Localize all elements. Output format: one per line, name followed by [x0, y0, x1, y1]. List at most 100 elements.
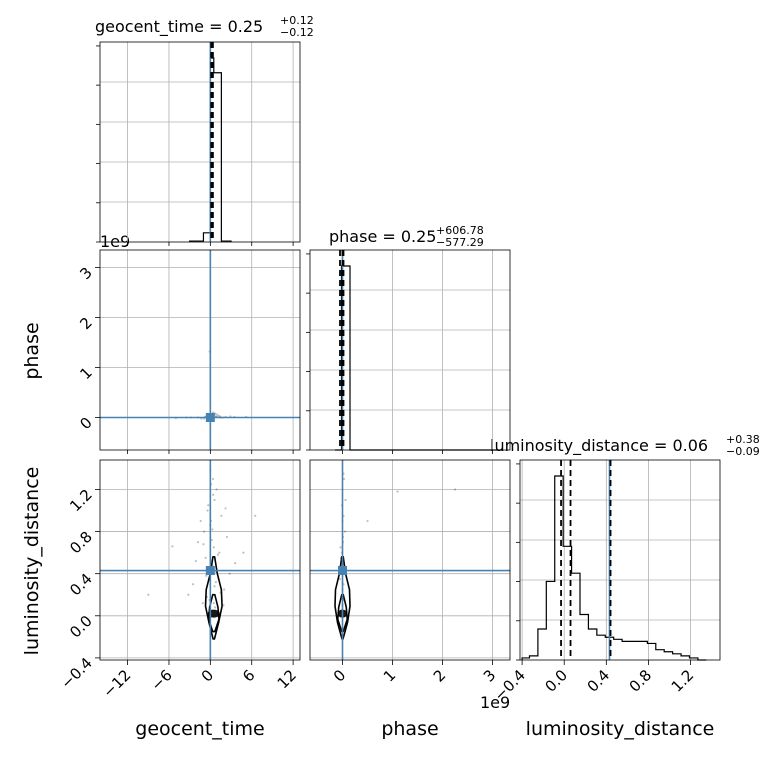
xlabel-phase: phase [381, 718, 438, 740]
x-tick-label: 6 [239, 666, 258, 685]
scatter-point [211, 528, 214, 531]
y-tick-label: 1 [76, 364, 95, 383]
x-tick-label: 3 [480, 666, 499, 685]
scatter-point [344, 498, 347, 502]
hist-frame [309, 249, 511, 451]
x-tick-label: −6 [147, 666, 175, 694]
y-tick-label: 0.8 [66, 528, 96, 558]
scatter-point [225, 535, 228, 538]
hist-frame [519, 459, 721, 661]
title-phase-sub: −577.29 [436, 236, 484, 249]
phase-y-offset-label: 1e9 [100, 232, 130, 251]
ylabel-phase: phase [21, 322, 43, 379]
scatter-point [216, 553, 220, 556]
scatter-point [339, 546, 342, 549]
xlabel-geocent-time: geocent_time [135, 718, 264, 740]
scatter-point [199, 519, 202, 523]
scatter-point [187, 593, 190, 596]
hist-frame [99, 41, 301, 243]
title-phase: phase = 0.25 +606.78 −577.29 [329, 224, 484, 249]
scatter-point [212, 477, 215, 481]
scatter-point [220, 514, 223, 517]
scatter-point [223, 588, 226, 591]
scatter-point [343, 530, 347, 533]
histogram-step [335, 265, 503, 451]
scatter-point [216, 413, 219, 416]
scatter-point [342, 477, 346, 481]
scatter-frame [99, 459, 301, 661]
scatter-point [171, 545, 174, 548]
hist-panel-phase [306, 250, 510, 451]
truth-marker [205, 413, 215, 422]
scatter-point [206, 509, 209, 512]
title-phase-main: phase = 0.25 [329, 227, 436, 246]
x-tick-label: 2 [430, 666, 449, 685]
phase-x-offset-label: 1e9 [480, 693, 510, 712]
y-tick-label: −0.4 [57, 654, 95, 692]
scatter-frame [309, 459, 511, 661]
scatter-point [215, 488, 218, 491]
scatter-point [218, 551, 221, 554]
title-luminosity-distance-sub: −0.09 [726, 445, 760, 458]
y-tick-label: 0.0 [66, 612, 96, 642]
scatter-point [196, 541, 200, 544]
y-tick-label: 3 [76, 264, 95, 283]
scatter-point [228, 572, 231, 575]
scatter-point [217, 414, 220, 418]
x-tick-label: 0.8 [626, 666, 656, 696]
scatter-point [222, 604, 225, 607]
scatter-panel-geocent-time-vs-luminosity-distance [100, 460, 300, 660]
y-tick-label: 0 [76, 414, 95, 433]
x-tick-label: −12 [99, 666, 134, 701]
x-tick-label: 12 [274, 666, 300, 692]
scatter-point [254, 514, 257, 517]
scatter-point [214, 606, 217, 609]
title-luminosity-distance-sup: +0.38 [726, 433, 760, 446]
title-geocent-time: geocent_time = 0.25 +0.12 −0.12 [95, 14, 314, 39]
scatter-point [202, 543, 205, 546]
scatter-point [453, 488, 457, 491]
truth-marker [338, 566, 347, 576]
xlabel-luminosity-distance: luminosity_distance [526, 718, 715, 740]
y-tick-label: 1.2 [66, 486, 96, 516]
hist-panel-geocent-time [96, 42, 300, 243]
title-geocent-time-sup: +0.12 [280, 14, 314, 27]
title-luminosity-distance: luminosity_distance = 0.06 +0.38 −0.09 [490, 433, 760, 458]
x-tick-label: 0.4 [584, 666, 614, 696]
scatter-point [147, 593, 150, 596]
scatter-point [201, 602, 204, 605]
scatter-point [242, 551, 245, 554]
x-tick-label: 1 [380, 666, 399, 685]
scatter-panel-phase-vs-luminosity-distance [310, 460, 510, 660]
y-tick-label: 0.4 [66, 570, 96, 600]
scatter-point [212, 546, 215, 549]
scatter-point [213, 498, 216, 502]
truth-marker [205, 566, 215, 576]
scatter-point [205, 574, 208, 577]
y-tick-label: 2 [76, 314, 95, 333]
scatter-panel-geocent-time-vs-phase [100, 250, 300, 450]
scatter-point [203, 530, 206, 533]
x-tick-label: 0.0 [541, 666, 571, 696]
title-geocent-time-sub: −0.12 [280, 26, 314, 39]
scatter-point [204, 556, 207, 559]
scatter-point [192, 583, 195, 586]
ylabel-luminosity-distance: luminosity_distance [21, 467, 43, 656]
scatter-point [212, 602, 215, 605]
scatter-point [194, 559, 197, 563]
scatter-point [396, 490, 399, 493]
x-tick-label: 0 [198, 666, 217, 685]
scatter-point [214, 581, 217, 584]
title-luminosity-distance-main: luminosity_distance = 0.06 [490, 436, 708, 456]
scatter-point [224, 507, 227, 510]
histogram-step [521, 475, 707, 661]
scatter-frame [99, 249, 301, 451]
scatter-point [366, 519, 369, 523]
scatter-point [234, 562, 237, 565]
scatter-point [210, 538, 213, 542]
title-phase-sup: +606.78 [436, 224, 484, 237]
title-geocent-time-main: geocent_time = 0.25 [95, 17, 263, 37]
hist-panel-luminosity-distance [516, 460, 720, 661]
